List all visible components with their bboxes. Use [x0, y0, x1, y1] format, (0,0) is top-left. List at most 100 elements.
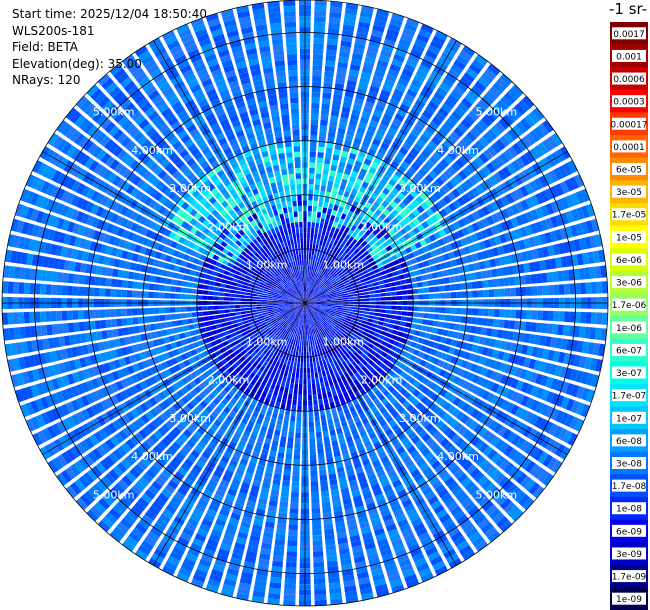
data-cell	[312, 70, 322, 77]
data-cell	[306, 340, 309, 347]
data-cell	[320, 234, 325, 241]
data-cell	[523, 263, 531, 273]
data-cell	[318, 141, 326, 148]
data-cell	[418, 167, 428, 177]
data-cell	[358, 237, 365, 244]
data-cell	[557, 242, 566, 255]
data-cell	[575, 223, 584, 236]
data-cell	[443, 277, 450, 284]
data-cell	[353, 307, 359, 310]
data-cell	[333, 239, 339, 246]
data-cell	[354, 160, 363, 168]
data-cell	[398, 38, 412, 48]
data-cell	[312, 244, 316, 250]
data-cell	[503, 277, 510, 287]
data-cell	[331, 209, 337, 217]
data-cell	[323, 224, 328, 231]
data-cell	[391, 13, 405, 22]
data-cell	[402, 306, 408, 311]
data-cell	[353, 304, 360, 307]
data-cell	[292, 366, 297, 373]
data-cell	[305, 286, 307, 293]
data-cell	[472, 290, 479, 298]
data-cell	[376, 128, 386, 137]
data-cell	[547, 310, 554, 321]
data-cell	[225, 317, 232, 322]
data-cell	[452, 221, 461, 230]
data-cell	[301, 340, 304, 347]
data-cell	[391, 296, 397, 301]
data-cell	[533, 145, 544, 158]
data-cell	[305, 324, 307, 330]
data-cell	[400, 219, 408, 227]
data-cell	[307, 216, 312, 223]
data-cell	[474, 102, 487, 114]
data-cell	[462, 45, 476, 57]
data-cell	[197, 311, 203, 317]
data-cell	[412, 306, 419, 312]
data-cell	[434, 30, 448, 41]
data-cell	[319, 263, 324, 269]
data-cell	[314, 410, 320, 417]
data-cell	[331, 306, 338, 309]
data-cell	[352, 47, 365, 56]
data-cell	[329, 278, 335, 284]
data-cell	[171, 320, 178, 327]
data-cell	[457, 196, 466, 206]
data-cell	[309, 265, 312, 271]
data-cell	[488, 308, 495, 317]
data-cell	[351, 108, 361, 116]
data-cell	[347, 74, 358, 82]
data-cell	[274, 539, 285, 546]
data-cell	[380, 270, 387, 276]
data-cell	[359, 16, 372, 24]
data-cell	[428, 170, 438, 180]
data-cell	[334, 216, 340, 223]
data-cell	[461, 193, 471, 204]
data-cell	[336, 269, 342, 275]
data-cell	[507, 128, 519, 141]
data-cell	[328, 396, 334, 403]
data-cell	[261, 306, 268, 309]
data-cell	[313, 195, 319, 201]
data-cell	[356, 126, 366, 135]
data-cell	[502, 114, 514, 126]
data-cell	[478, 153, 489, 164]
data-cell	[406, 283, 413, 289]
data-cell	[299, 378, 303, 385]
data-cell	[367, 267, 374, 273]
data-cell	[285, 567, 297, 574]
data-cell	[361, 163, 370, 171]
data-cell	[466, 316, 473, 324]
data-cell	[407, 166, 417, 175]
data-cell	[529, 180, 539, 193]
data-cell	[347, 210, 354, 218]
data-cell	[361, 181, 369, 189]
data-cell	[377, 321, 384, 326]
data-cell	[480, 327, 488, 336]
data-cell	[407, 152, 417, 161]
data-cell	[311, 249, 315, 256]
data-cell	[585, 282, 592, 294]
data-cell	[434, 293, 441, 299]
data-cell	[310, 299, 316, 302]
data-cell	[365, 254, 372, 260]
data-cell	[399, 210, 408, 219]
data-cell	[341, 150, 349, 158]
data-cell	[439, 82, 451, 93]
data-cell	[433, 91, 445, 102]
data-cell	[318, 228, 323, 235]
data-cell	[367, 197, 375, 205]
data-cell	[325, 147, 333, 154]
data-cell	[314, 285, 319, 291]
data-cell	[549, 230, 558, 243]
data-cell	[319, 240, 324, 246]
data-cell	[339, 243, 345, 250]
data-cell	[399, 146, 409, 156]
data-cell	[339, 201, 346, 208]
data-cell	[314, 415, 320, 422]
data-cell	[332, 221, 338, 228]
data-cell	[582, 252, 590, 265]
data-cell	[310, 129, 318, 136]
data-cell	[286, 398, 292, 405]
